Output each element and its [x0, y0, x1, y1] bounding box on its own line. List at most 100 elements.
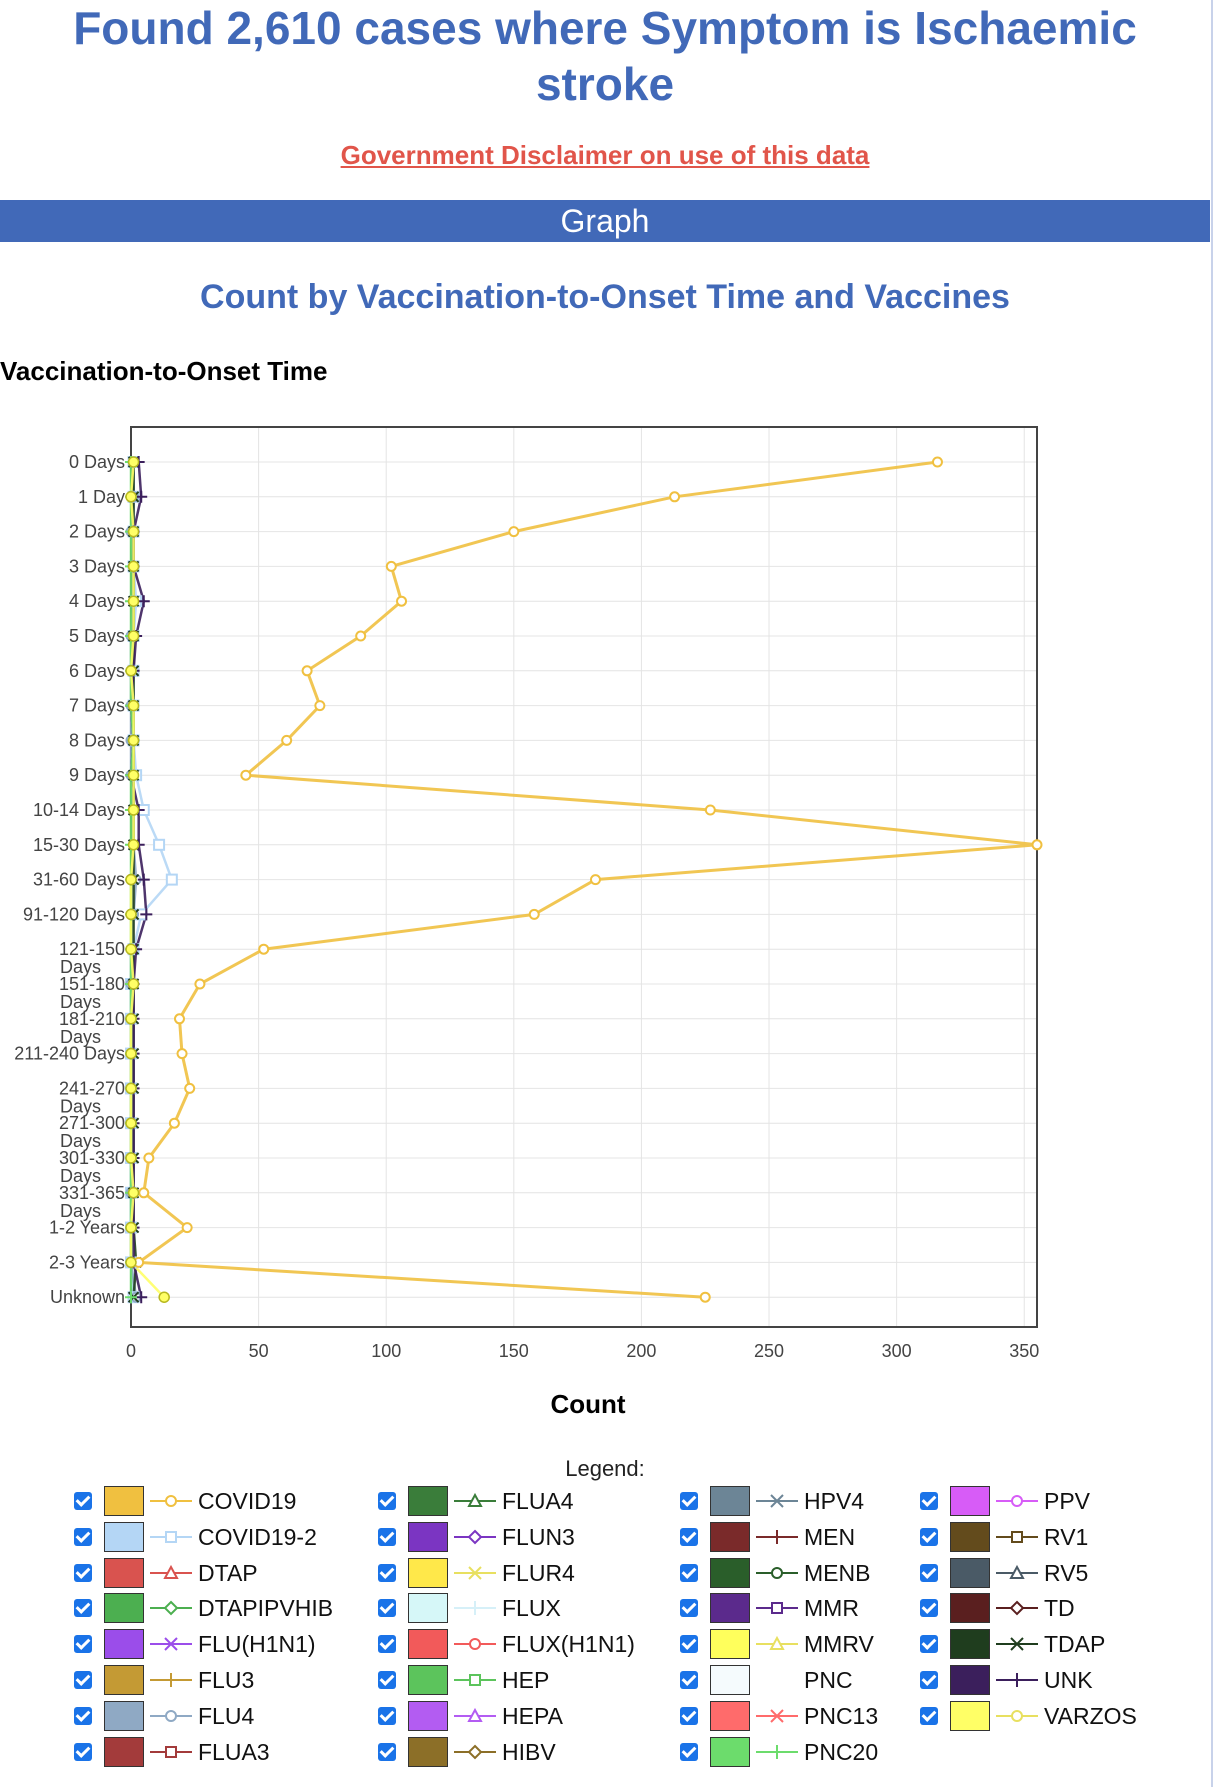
legend-line-marker — [150, 1745, 192, 1758]
legend-line-marker — [150, 1530, 192, 1543]
legend-checkbox[interactable] — [920, 1706, 938, 1725]
data-point-covid19 — [396, 595, 408, 607]
data-point-varzos — [127, 630, 140, 642]
legend-checkbox[interactable] — [680, 1563, 698, 1582]
legend-checkbox[interactable] — [74, 1492, 92, 1510]
legend-label: MENB — [804, 1559, 871, 1586]
legend-line-marker — [996, 1564, 1038, 1579]
legend-color-swatch — [950, 1700, 990, 1731]
legend-line-marker — [454, 1707, 496, 1722]
y-tick-label: 6 Days — [69, 661, 125, 681]
legend-color-swatch — [710, 1521, 750, 1552]
data-point-varzos — [125, 943, 137, 955]
data-point-unk — [140, 908, 153, 921]
legend-label: DTAPIPVHIB — [198, 1595, 334, 1622]
legend-line-marker — [756, 1665, 798, 1695]
legend-label: MEN — [804, 1523, 856, 1550]
legend-color-swatch — [950, 1629, 990, 1660]
legend-color-swatch — [710, 1736, 750, 1767]
legend-checkbox[interactable] — [680, 1635, 698, 1654]
x-tick-label: 150 — [499, 1341, 529, 1361]
legend-line-marker — [996, 1637, 1038, 1651]
y-tick-label: Unknown — [50, 1287, 125, 1307]
legend-label: FLUA3 — [198, 1738, 270, 1765]
legend-checkbox[interactable] — [920, 1527, 938, 1546]
legend-line-marker — [454, 1492, 496, 1507]
data-point-covid19 — [240, 769, 252, 781]
y-tick-label: 3 Days — [69, 556, 125, 576]
data-point-varzos — [127, 525, 140, 538]
legend-checkbox[interactable] — [920, 1635, 938, 1654]
legend-color-swatch — [950, 1521, 990, 1552]
legend-checkbox[interactable] — [378, 1527, 396, 1546]
legend-checkbox[interactable] — [378, 1563, 396, 1582]
legend-line-marker — [756, 1529, 798, 1544]
legend-checkbox[interactable] — [74, 1599, 92, 1618]
legend-color-swatch — [104, 1736, 144, 1767]
legend-line-marker — [454, 1601, 496, 1616]
legend-checkbox[interactable] — [378, 1635, 396, 1654]
data-point-varzos — [125, 491, 137, 503]
legend-checkbox[interactable] — [920, 1599, 938, 1618]
y-tick-label: 31-60 Days — [33, 870, 125, 890]
legend-checkbox[interactable] — [378, 1492, 396, 1510]
legend-label: RV1 — [1044, 1523, 1089, 1550]
data-point-varzos — [127, 804, 140, 816]
legend-checkbox[interactable] — [920, 1671, 938, 1689]
data-point-varzos — [125, 1047, 137, 1060]
data-point-covid19 — [281, 734, 293, 746]
legend-line-marker — [996, 1495, 1038, 1507]
x-tick-label: 250 — [754, 1341, 784, 1361]
legend-line-marker — [150, 1673, 192, 1687]
legend-checkbox[interactable] — [680, 1599, 698, 1618]
legend-label: TD — [1044, 1595, 1075, 1622]
legend-checkbox[interactable] — [74, 1563, 92, 1582]
data-point-covid19 — [355, 630, 367, 642]
legend-checkbox[interactable] — [378, 1706, 396, 1725]
legend-checkbox[interactable] — [680, 1671, 698, 1689]
data-point-covid19 — [314, 700, 326, 712]
legend-color-swatch — [710, 1700, 750, 1731]
legend-line-marker — [454, 1744, 496, 1760]
legend-checkbox[interactable] — [74, 1527, 92, 1546]
legend-checkbox[interactable] — [378, 1742, 396, 1761]
data-point-varzos — [125, 1117, 137, 1129]
legend-line-marker — [756, 1709, 798, 1723]
x-tick-label: 100 — [371, 1341, 401, 1361]
data-point-covid19 — [168, 1117, 180, 1129]
legend-checkbox[interactable] — [680, 1492, 698, 1510]
x-tick-label: 350 — [1009, 1341, 1039, 1361]
legend-color-swatch — [950, 1593, 990, 1624]
legend-checkbox[interactable] — [74, 1635, 92, 1654]
legend-line-marker — [150, 1495, 192, 1507]
legend-checkbox[interactable] — [680, 1706, 698, 1725]
legend-line-marker — [996, 1673, 1038, 1687]
legend-checkbox[interactable] — [920, 1492, 938, 1510]
legend-checkbox[interactable] — [74, 1742, 92, 1761]
legend-label: HPV4 — [804, 1488, 865, 1514]
data-point-unk — [137, 873, 150, 886]
data-point-varzos — [127, 699, 140, 712]
data-point-unk — [137, 595, 150, 608]
data-point-covid19 — [528, 908, 540, 920]
legend-color-swatch — [104, 1700, 144, 1731]
legend-checkbox[interactable] — [680, 1742, 698, 1761]
legend-checkbox[interactable] — [920, 1563, 938, 1582]
legend-color-swatch — [950, 1486, 990, 1516]
data-point-covid19 — [508, 526, 520, 538]
legend-line-marker — [756, 1744, 798, 1759]
legend-checkbox[interactable] — [378, 1599, 396, 1618]
legend-label: FLUN3 — [502, 1523, 575, 1550]
legend-line-marker — [454, 1638, 496, 1651]
legend-line-marker — [150, 1564, 192, 1579]
data-point-covid19 — [173, 1013, 185, 1025]
legend-color-swatch — [104, 1557, 144, 1588]
disclaimer-link[interactable]: Government Disclaimer on use of this dat… — [340, 140, 870, 170]
data-point-covid19 — [931, 456, 943, 468]
legend-checkbox[interactable] — [378, 1671, 396, 1689]
legend-checkbox[interactable] — [74, 1706, 92, 1725]
legend-line-marker — [756, 1566, 798, 1579]
legend-checkbox[interactable] — [680, 1527, 698, 1546]
legend-line-marker — [454, 1529, 496, 1545]
legend-checkbox[interactable] — [74, 1671, 92, 1689]
